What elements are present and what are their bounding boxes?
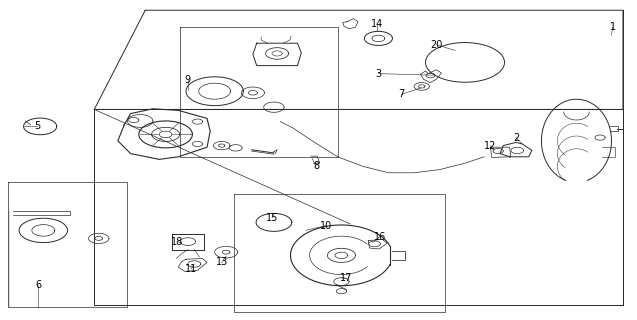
Text: 15: 15 [266, 212, 279, 223]
Text: 1: 1 [610, 22, 616, 32]
Text: 14: 14 [371, 19, 383, 29]
Text: 11: 11 [185, 264, 197, 274]
Text: 13: 13 [215, 257, 228, 268]
Text: 2: 2 [513, 132, 519, 143]
Text: 8: 8 [313, 161, 319, 172]
Text: 3: 3 [375, 68, 382, 79]
Text: 5: 5 [34, 121, 40, 132]
Text: 16: 16 [373, 232, 386, 242]
Text: 18: 18 [171, 236, 183, 247]
Text: 12: 12 [484, 140, 497, 151]
Text: 17: 17 [340, 273, 352, 284]
Text: 6: 6 [35, 280, 41, 290]
Text: 9: 9 [185, 75, 191, 85]
Text: 10: 10 [320, 220, 333, 231]
Text: 7: 7 [398, 89, 404, 100]
Text: 20: 20 [430, 40, 443, 50]
